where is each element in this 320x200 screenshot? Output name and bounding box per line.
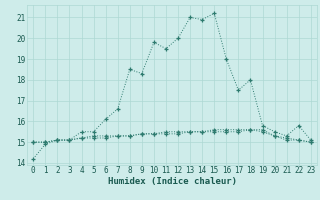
X-axis label: Humidex (Indice chaleur): Humidex (Indice chaleur) <box>108 177 236 186</box>
